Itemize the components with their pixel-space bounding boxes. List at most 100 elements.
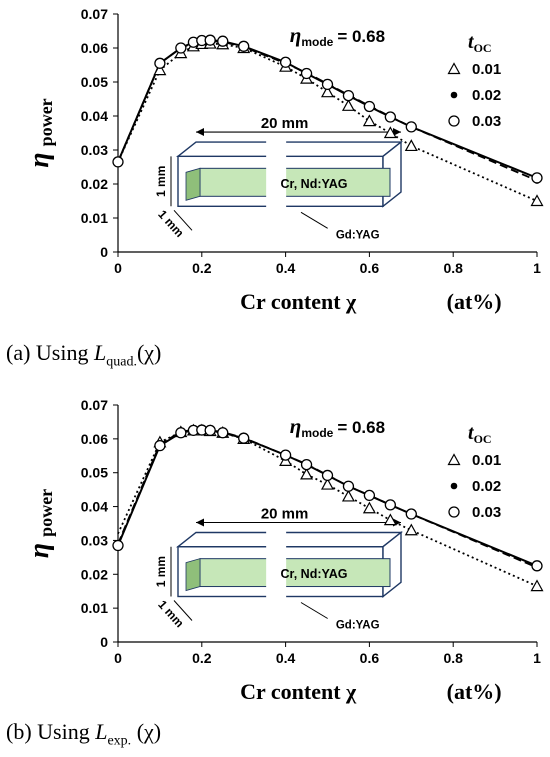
data-point-circle	[321, 469, 334, 482]
data-point-triangle	[362, 501, 376, 514]
x-axis-unit: (at%)	[447, 289, 502, 314]
clad-label: Gd:YAG	[336, 229, 380, 241]
data-point-triangle	[153, 63, 167, 76]
eta-mode-annotation: ηmode = 0.68	[290, 414, 385, 440]
length-break	[266, 528, 287, 603]
x-tick-label: 0.6	[360, 260, 380, 276]
data-point-triangle	[530, 579, 544, 592]
eta-mode-value: = 0.68	[337, 418, 385, 437]
arrow-head	[393, 128, 401, 137]
length-break	[266, 138, 287, 213]
data-point-circle	[238, 40, 250, 52]
series-line-solid	[117, 39, 538, 179]
height-label: 1 mm	[154, 166, 168, 197]
chart-b: 0 0.01 0.02 0.03 0.04 0.05 0.06 0.07 0 0.2 0.4 0.6 0…	[24, 397, 544, 704]
arrow-head	[196, 518, 204, 527]
data-point-circle	[112, 156, 124, 168]
y-tick-label: 0.07	[81, 397, 108, 413]
core-end-face	[185, 558, 201, 592]
x-tick-label: 0.6	[360, 650, 380, 666]
data-point-circle	[363, 100, 376, 113]
y-tick-label: 0.03	[81, 532, 108, 548]
y-tick-label: 0.02	[81, 566, 108, 582]
eta-mode-value: = 0.68	[337, 27, 385, 46]
data-point-triangle	[300, 467, 314, 480]
chart-panel-b: 0 0.01 0.02 0.03 0.04 0.05 0.06 0.07 0 0.2 0.4 0.6 0…	[0, 388, 550, 757]
core-label: Cr, Nd:YAG	[281, 177, 348, 191]
y-tick-label: 0.05	[81, 465, 108, 481]
x-tick-label: 0.4	[276, 260, 296, 276]
chart-a: 0 0.01 0.02 0.03 0.04 0.05 0.06 0.07 0 0.2 0.4 0.6 0…	[24, 6, 544, 314]
caption-subscript: exp.	[107, 733, 132, 749]
clad-label: Gd:YAG	[336, 619, 380, 631]
x-tick-label: 0	[114, 260, 122, 276]
legend-marker-dot	[450, 91, 458, 99]
y-axis-symbol: η	[24, 152, 55, 167]
data-point-circle	[300, 67, 313, 80]
data-point-triangle	[530, 194, 544, 207]
x-tick-label: 1	[533, 260, 541, 276]
eta-mode-symbol: η	[290, 414, 302, 438]
legend-marker-circle	[448, 506, 460, 518]
y-tick-label: 0.03	[81, 142, 108, 158]
y-tick-label: 0.05	[81, 74, 108, 90]
data-point-triangle	[404, 523, 418, 536]
y-tick-label: 0.04	[81, 499, 108, 515]
legend-label: 0.02	[472, 87, 501, 104]
y-axis-symbol: η	[24, 543, 55, 558]
data-point-circle	[217, 427, 229, 439]
depth-arrow	[173, 600, 193, 621]
data-point-circle	[531, 172, 543, 184]
depth-label: 1 mm	[155, 207, 186, 240]
eta-mode-subscript: mode	[301, 35, 333, 49]
legend-marker-dot	[450, 482, 458, 490]
y-axis-label: η power	[24, 98, 56, 167]
legend-marker-triangle	[447, 453, 461, 466]
y-axis-label: η power	[24, 489, 56, 558]
data-point-triangle	[383, 513, 397, 526]
core-label: Cr, Nd:YAG	[281, 567, 348, 581]
data-point-circle	[279, 449, 292, 461]
data-point-circle	[175, 42, 187, 54]
core-end-face	[185, 167, 201, 201]
core-crystal	[199, 558, 391, 588]
data-point-circle	[405, 508, 417, 520]
length-label: 20 mm	[261, 115, 309, 132]
clad-pointer	[300, 211, 328, 229]
caption-suffix: (χ)	[136, 340, 162, 365]
core-crystal	[199, 167, 391, 197]
legend-marker-circle	[448, 115, 460, 127]
data-point-triangle	[341, 489, 355, 502]
legend-title-symbol: t	[468, 31, 475, 53]
data-point-circle	[384, 499, 397, 511]
data-point-circle	[342, 480, 355, 492]
chart-panel-a: 0 0.01 0.02 0.03 0.04 0.05 0.06 0.07 0 0.2 0.4 0.6 0…	[0, 0, 550, 378]
clad-pointer	[300, 602, 328, 619]
data-point-triangle	[341, 99, 355, 111]
legend-label: 0.01	[472, 452, 501, 469]
x-axis-unit: (at%)	[447, 679, 502, 704]
series-line-solid	[117, 429, 538, 567]
data-point-circle	[154, 57, 166, 69]
y-tick-label: 0.04	[81, 108, 108, 124]
legend-title-subscript: OC	[474, 41, 492, 55]
x-tick-label: 1	[533, 650, 541, 666]
caption-a: (a) Using Lquad.(χ)	[6, 340, 161, 370]
data-point-triangle	[383, 126, 397, 139]
series-line-dotted	[117, 42, 538, 202]
y-tick-label: 0.06	[81, 431, 108, 447]
x-axis-label: Cr content χ	[240, 289, 357, 314]
caption-subscript: quad.	[106, 354, 137, 370]
data-point-circle	[300, 458, 313, 471]
caption-symbol: L	[95, 719, 108, 744]
depth-arrow	[173, 209, 193, 231]
caption-suffix: (χ)	[131, 719, 162, 744]
y-axis-subscript: power	[36, 489, 56, 537]
x-tick-label: 0.2	[192, 260, 212, 276]
x-tick-label: 0.8	[443, 260, 463, 276]
data-point-triangle	[320, 85, 335, 98]
data-point-circle	[204, 424, 216, 437]
x-tick-label: 0.8	[443, 650, 463, 666]
data-point-triangle	[362, 114, 376, 127]
eta-mode-annotation: ηmode = 0.68	[290, 23, 385, 49]
